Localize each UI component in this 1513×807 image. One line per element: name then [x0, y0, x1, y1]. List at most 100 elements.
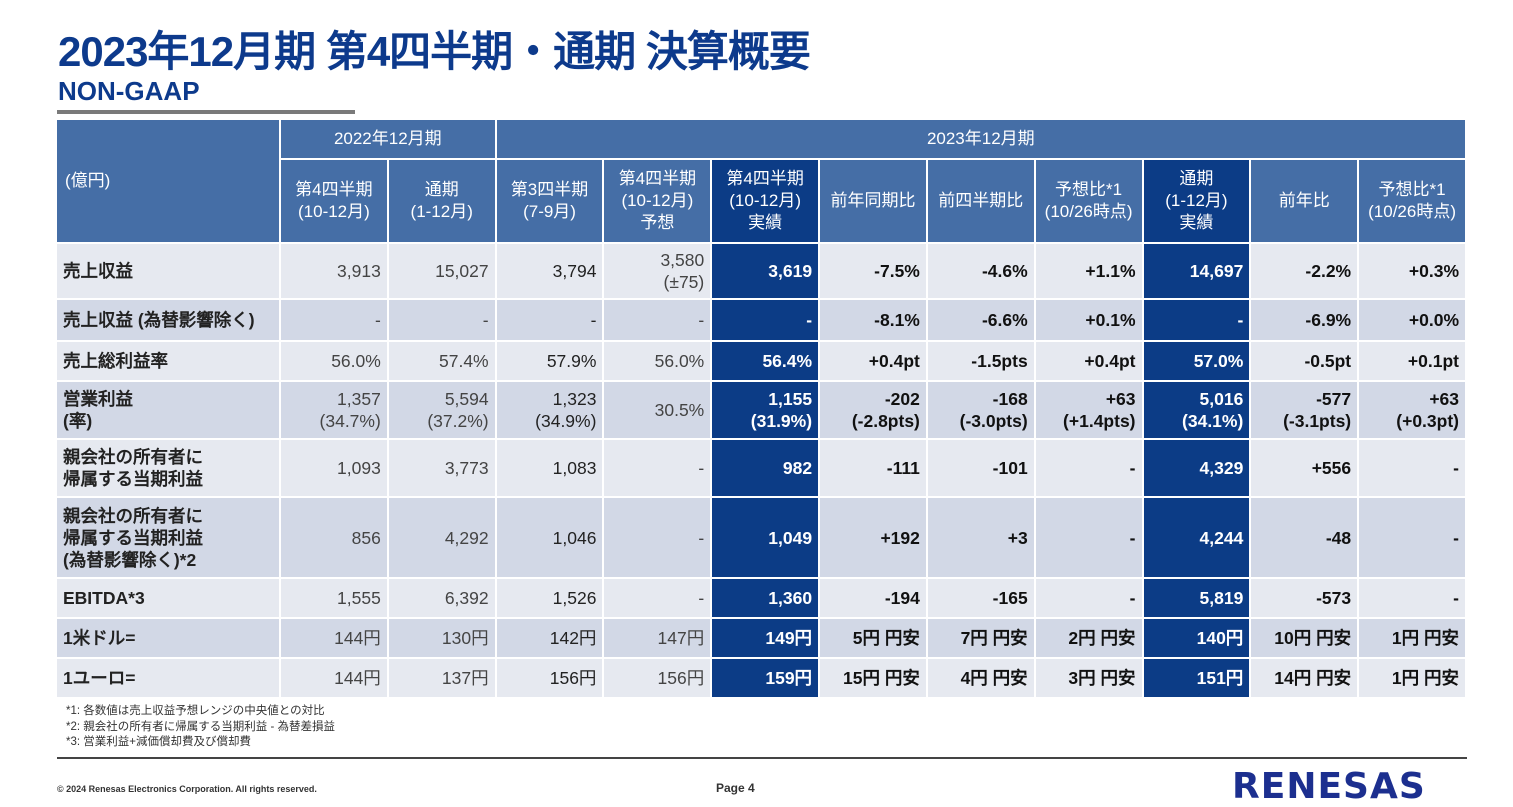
cell-line: (34.7%)	[319, 411, 381, 431]
cell-line: 57.0%	[1193, 351, 1244, 371]
table-cell: -111	[820, 440, 926, 496]
column-header: 第4四半期 (10-12月) 予想	[604, 160, 711, 242]
table-cell: 1円 円安	[1359, 659, 1465, 697]
table-cell: 147円	[604, 619, 711, 657]
column-header-line: 予想	[640, 213, 675, 232]
table-cell: -	[712, 300, 819, 340]
copyright: © 2024 Renesas Electronics Corporation. …	[57, 784, 317, 794]
table-cell: 1,323 (34.9%)	[496, 382, 603, 438]
cell-line: -202	[884, 389, 920, 409]
table-cell: 30.5%	[604, 382, 711, 438]
table-cell: -2.2%	[1251, 244, 1358, 298]
cell-line: -577	[1316, 389, 1352, 409]
column-header-line: (10-12月)	[298, 202, 370, 221]
cell-line: -8.1%	[874, 310, 920, 330]
table-cell: 5,016 (34.1%)	[1143, 382, 1250, 438]
table-cell: -	[1143, 300, 1250, 340]
cell-line: 1円 円安	[1391, 628, 1459, 648]
table-cell: 140円	[1143, 619, 1250, 657]
table-cell: +0.1%	[1035, 300, 1142, 340]
row-label: 売上収益	[57, 244, 279, 298]
table-cell: +0.4pt	[820, 342, 926, 380]
subtitle-underline	[57, 110, 355, 114]
cell-line: 4円 円安	[960, 668, 1028, 688]
row-label-line: 帰属する当期利益	[63, 527, 203, 548]
table-cell: 56.4%	[712, 342, 819, 380]
cell-line: 4,292	[444, 527, 489, 548]
table-cell: 130円	[388, 619, 495, 657]
cell-line: -194	[884, 588, 920, 608]
table-cell: -1.5pts	[927, 342, 1034, 380]
table-cell: 856	[281, 498, 387, 577]
column-header-line: 実績	[748, 213, 783, 232]
column-header: 通期 (1-12月) 実績	[1143, 160, 1250, 242]
cell-line: 144円	[334, 628, 381, 648]
table-cell: 3,773	[388, 440, 495, 496]
table-cell: 144円	[281, 659, 387, 697]
table-cell: -	[1359, 498, 1465, 577]
table-cell: +63 (+1.4pts)	[1035, 382, 1142, 438]
cell-line: -2.2%	[1305, 261, 1352, 281]
table-cell: 142円	[496, 619, 603, 657]
column-header: 前四半期比	[927, 160, 1034, 242]
table-cell: 5,594 (37.2%)	[388, 382, 495, 438]
footer-divider	[57, 757, 1467, 759]
cell-line: 130円	[441, 628, 489, 648]
cell-line: -48	[1325, 527, 1352, 548]
cell-line: -	[1237, 310, 1244, 330]
column-header: 第3四半期 (7-9月)	[496, 160, 603, 242]
cell-line: 14円 円安	[1274, 668, 1352, 688]
table-cell: 1,049	[712, 498, 819, 577]
column-header-line: (1-12月)	[410, 202, 473, 221]
cell-line: -168	[992, 389, 1028, 409]
cell-line: (34.9%)	[535, 411, 597, 431]
cell-line: 10円 円安	[1274, 628, 1352, 648]
row-label: 営業利益 (率)	[57, 382, 279, 438]
table-row: 売上収益 (為替影響除く) - - - - - -8.1% -6.6% +0.1% - -6.9% +…	[57, 300, 1465, 340]
table-cell: 149円	[712, 619, 819, 657]
table-cell: 156円	[496, 659, 603, 697]
table-cell: 3,794	[496, 244, 603, 298]
table-cell: 159円	[712, 659, 819, 697]
cell-line: 3,773	[444, 458, 489, 478]
table-cell: -	[496, 300, 603, 340]
cell-line: 151円	[1196, 668, 1244, 688]
table-cell: 1,555	[281, 579, 387, 617]
cell-line: -1.5pts	[971, 351, 1028, 371]
column-header: 通期 (1-12月)	[388, 160, 495, 242]
table-cell: -	[1035, 498, 1142, 577]
row-label-line: (率)	[63, 411, 93, 431]
cell-line: 1,049	[768, 527, 813, 548]
column-header-line: 前年同期比	[830, 191, 916, 210]
table-cell: -	[1359, 579, 1465, 617]
cell-line: +0.4pt	[868, 351, 920, 371]
cell-line: -	[482, 310, 489, 330]
cell-line: +0.3%	[1408, 261, 1459, 281]
column-header-line: 予想比*1	[1055, 180, 1123, 199]
table-cell: 1,360	[712, 579, 819, 617]
table-cell: +0.1pt	[1359, 342, 1465, 380]
cell-line: +63	[1429, 389, 1459, 409]
cell-line: (-3.1pts)	[1283, 411, 1352, 431]
cell-line: 147円	[657, 628, 705, 648]
table-cell: 3円 円安	[1035, 659, 1142, 697]
table-cell: +63 (+0.3pt)	[1359, 382, 1465, 438]
row-label-line: 1米ドル=	[63, 628, 136, 648]
column-header-line: (7-9月)	[523, 202, 576, 221]
cell-line: (34.1%)	[1182, 411, 1244, 431]
footnote: *3: 営業利益+減価償却費及び償却費	[66, 736, 251, 748]
column-header-line: (1-12月)	[1165, 191, 1228, 210]
table-cell: 137円	[388, 659, 495, 697]
table-cell: -573	[1251, 579, 1358, 617]
column-header-line: (10-12月)	[729, 191, 802, 210]
cell-line: 156円	[549, 668, 597, 688]
cell-line: -7.5%	[874, 261, 920, 281]
cell-line: -111	[886, 458, 920, 478]
table-cell: 57.0%	[1143, 342, 1250, 380]
table-cell: -577 (-3.1pts)	[1251, 382, 1358, 438]
table-row: 1米ドル= 144円 130円 142円 147円 149円 5円 円安 7円 円安 2円 円安…	[57, 619, 1465, 657]
table-cell: 14円 円安	[1251, 659, 1358, 697]
table-cell: 56.0%	[281, 342, 387, 380]
table-cell: -	[281, 300, 387, 340]
cell-line: -	[806, 310, 813, 330]
